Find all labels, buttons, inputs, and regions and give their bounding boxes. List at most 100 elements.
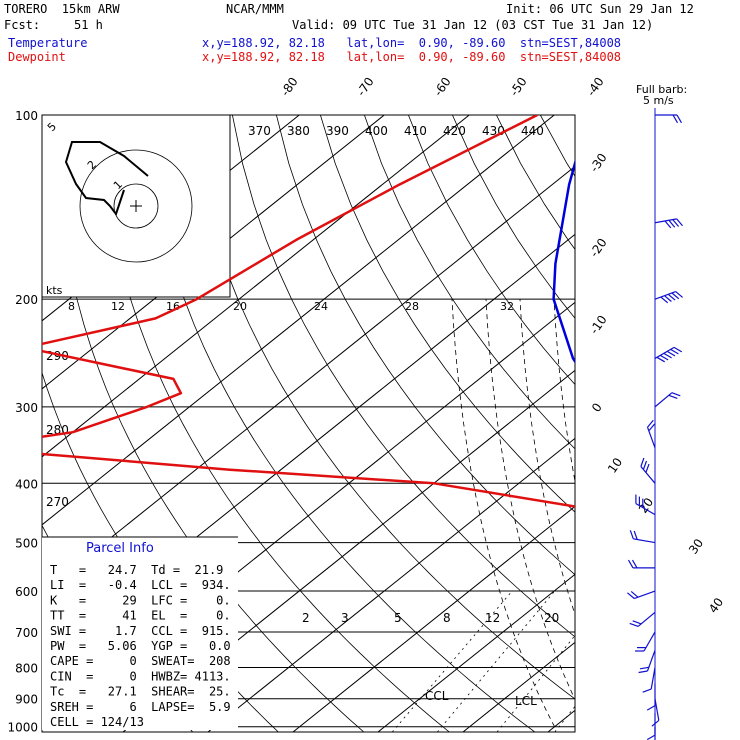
wind-barb-feather <box>632 620 642 625</box>
wind-barb <box>654 218 683 229</box>
pressure-label: 400 <box>15 477 38 491</box>
isotherm-label: -70 <box>354 75 377 99</box>
wind-barb-feather <box>673 346 683 353</box>
mixing-ratio-line <box>437 590 555 732</box>
barb-legend-line1: Full barb: <box>636 83 687 96</box>
wind-barb-feather <box>647 419 654 428</box>
wind-barb-feather <box>660 354 669 361</box>
wind-barb <box>654 291 683 304</box>
parcel-info-row: SREH = 6 LAPSE= 5.9 <box>50 700 231 714</box>
wind-barb-feather <box>642 688 652 693</box>
parcel-info-row: CAPE = 0 SWEAT= 208 <box>50 654 231 668</box>
wind-barb-feather <box>668 394 678 399</box>
pressure-label: 700 <box>15 626 38 640</box>
parcel-info-row: PW = 5.06 YGP = 0.0 <box>50 639 231 653</box>
ccl-annotation: CCL <box>425 689 449 703</box>
wind-barbs <box>627 114 683 740</box>
wind-barb <box>638 650 656 674</box>
org-label: NCAR/MMM <box>226 2 284 16</box>
dewpoint-legend: Dewpoint <box>8 50 66 64</box>
wind-barb-feather <box>627 592 635 599</box>
wind-barb-feather <box>663 352 672 359</box>
isotherm-line <box>42 115 555 526</box>
forecast-hours: 51 h <box>74 18 103 32</box>
hodograph-speed-label: 8 <box>68 300 75 313</box>
wind-barb-feather <box>639 666 649 670</box>
isotherm-label: -60 <box>431 75 454 99</box>
wind-barb-feather <box>627 559 634 569</box>
wind-barb <box>635 631 656 652</box>
dewpoint-profile <box>42 115 575 508</box>
isotherm-line <box>292 505 575 732</box>
dry-adiabat <box>452 115 575 319</box>
wind-barb-feather <box>664 295 672 302</box>
isotherm-line <box>207 437 575 732</box>
wind-barb <box>642 667 656 693</box>
wind-barb-feather <box>630 590 639 598</box>
parcel-info-row: TT = 41 EL = 0. <box>50 609 231 623</box>
moist-adiabat <box>451 299 555 727</box>
pressure-label: 800 <box>15 661 38 675</box>
barb-legend-line2: 5 m/s <box>643 94 674 107</box>
wind-barb-feather <box>646 705 656 711</box>
isotherm-label: 30 <box>686 536 706 557</box>
isotherm-label: -20 <box>587 236 610 260</box>
wind-barb-feather <box>660 296 669 304</box>
mixing-ratio-line <box>554 705 575 732</box>
init-time: Init: 06 UTC Sun 29 Jan 12 <box>506 2 694 16</box>
wind-barb-feather <box>629 622 639 627</box>
wind-barb-feather <box>672 114 679 124</box>
mixing-ratio-label: 2 <box>302 611 310 625</box>
dry-adiabat <box>320 115 575 513</box>
theta-label: 390 <box>326 124 349 138</box>
wind-barb-feather <box>633 530 638 540</box>
isotherm-label: 40 <box>706 595 726 616</box>
isotherm-label: -10 <box>587 313 610 337</box>
hodograph-ring <box>113 183 159 229</box>
pressure-label: 900 <box>15 693 38 707</box>
dry-adiabat <box>232 115 575 638</box>
isotherm-line <box>633 115 740 732</box>
dry-adiabat <box>408 115 575 386</box>
moist-adiabat <box>485 299 575 701</box>
mixing-ratio-line <box>496 634 575 732</box>
wind-barb <box>627 559 656 569</box>
dry-adiabat <box>364 115 575 450</box>
wind-barb <box>635 494 656 516</box>
wind-barb-feather <box>640 457 645 467</box>
temperature-legend: Temperature <box>8 36 88 50</box>
wind-barb <box>654 392 681 408</box>
isotherm-label: 10 <box>605 455 625 476</box>
hodograph-ring <box>79 149 193 263</box>
pressure-label: 600 <box>15 585 38 599</box>
wind-barb <box>654 346 683 363</box>
isotherm-line <box>42 115 470 458</box>
hodograph-speed-label: 20 <box>233 300 247 313</box>
pressure-label: 500 <box>15 537 38 551</box>
theta-label: 370 <box>248 124 271 138</box>
mixing-ratio-label: 20 <box>544 611 559 625</box>
wind-barb-feather <box>668 219 676 228</box>
wind-barb-feather <box>667 293 676 301</box>
wind-barb-staff <box>654 698 660 721</box>
wind-barb-staff <box>654 346 675 359</box>
wind-barb <box>646 713 656 740</box>
theta-label: 410 <box>404 124 427 138</box>
isotherm-label: -80 <box>278 75 301 99</box>
wind-barb <box>655 114 683 124</box>
wind-barb-feather <box>629 530 634 539</box>
wind-barb-feather <box>656 356 665 363</box>
parcel-info-row: T = 24.7 Td = 21.9 <box>50 563 223 577</box>
mixing-ratio-label: 8 <box>443 611 451 625</box>
wind-barb <box>627 590 656 600</box>
isotherm-line <box>718 115 740 732</box>
pressure-label: 200 <box>15 293 38 307</box>
hodograph-speed-label: 28 <box>405 300 419 313</box>
mixing-ratio-line <box>607 591 714 732</box>
hodograph-speed-label: 12 <box>111 300 125 313</box>
isotherm-line <box>42 165 575 594</box>
